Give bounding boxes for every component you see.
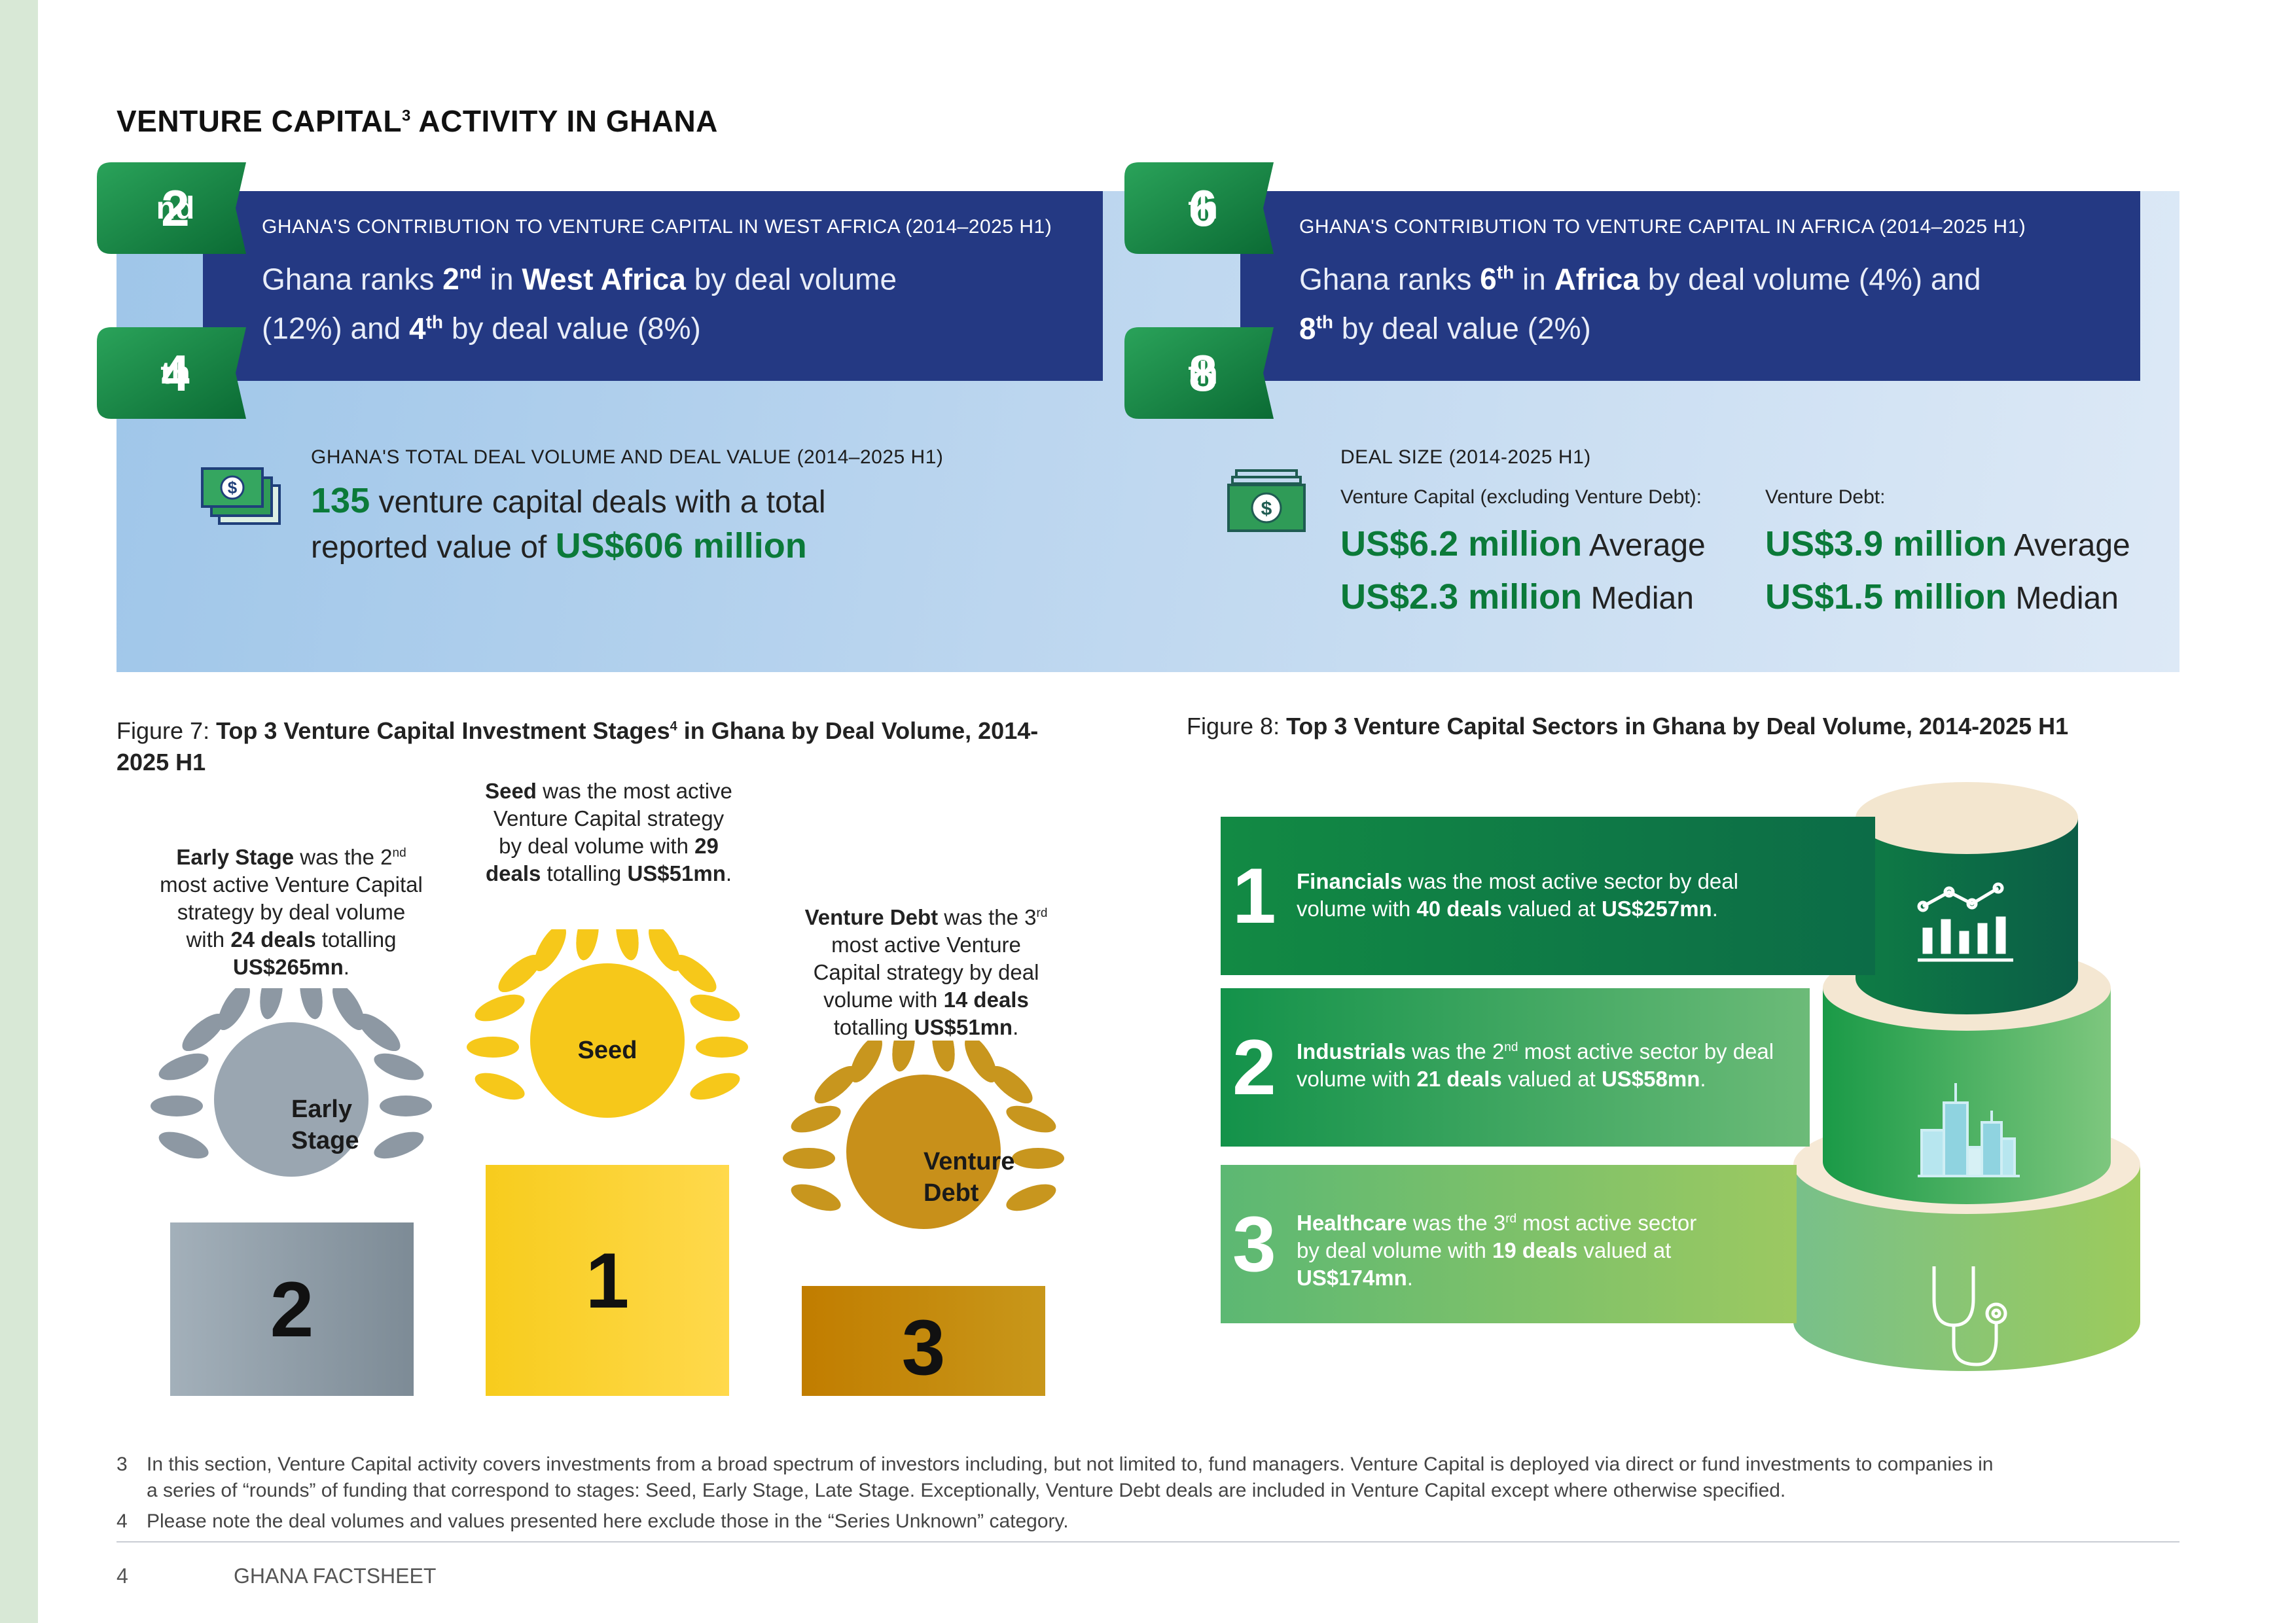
figure7-caption: Figure 7: Top 3 Venture Capital Investme… xyxy=(117,717,1039,776)
venture-debt-description: Venture Debt was the 3rd most active Ven… xyxy=(804,905,1048,1039)
svg-text:$: $ xyxy=(1261,498,1272,520)
left-margin-bar xyxy=(0,0,38,1623)
deal-size-header: DEAL SIZE (2014-2025 H1) xyxy=(1340,446,1591,468)
chart-growth-icon xyxy=(1916,880,2015,965)
vc-label: Venture Capital (excluding Venture Debt)… xyxy=(1340,486,1702,508)
page-number: 4 xyxy=(117,1564,128,1588)
seed-wreath: Seed xyxy=(461,908,753,1171)
city-buildings-icon xyxy=(1916,1077,2021,1181)
vd-deal-size: US$3.9 million Average US$1.5 million Me… xyxy=(1765,524,2130,616)
early-stage-description: Early Stage was the 2nd most active Vent… xyxy=(160,845,423,979)
sector-description: Industrials was the 2nd most active sect… xyxy=(1297,1039,1774,1091)
vc-deal-size: US$6.2 million Average US$2.3 million Me… xyxy=(1340,524,1706,616)
vd-label: Venture Debt: xyxy=(1765,486,1886,508)
money-stack-icon: $ xyxy=(200,463,285,535)
sector-band-industrials: 2 Industrials was the 2nd most active se… xyxy=(1221,988,1810,1147)
page-title: VENTURE CAPITAL3 ACTIVITY IN GHANA xyxy=(117,104,718,138)
footnote-3: 3 In this section, Venture Capital activi… xyxy=(117,1454,1994,1501)
podium-1: 1 xyxy=(486,1165,729,1396)
totals-text: 135 venture capital deals with a total r… xyxy=(311,481,826,565)
africa-text: Ghana ranks 6th in Africa by deal volume… xyxy=(1299,262,1981,346)
sector-band-healthcare: 3 Healthcare was the 3rd most active sec… xyxy=(1221,1165,1797,1323)
totals-header: GHANA'S TOTAL DEAL VOLUME AND DEAL VALUE… xyxy=(311,446,944,468)
early-stage-wreath: Early Stage xyxy=(145,967,437,1230)
west-africa-text: Ghana ranks 2nd in West Africa by deal v… xyxy=(262,262,897,346)
sector-rank: 1 xyxy=(1232,852,1276,940)
footer-divider xyxy=(117,1541,2179,1543)
west-africa-header: GHANA'S CONTRIBUTION TO VENTURE CAPITAL … xyxy=(262,216,1052,238)
west-africa-band: GHANA'S CONTRIBUTION TO VENTURE CAPITAL … xyxy=(203,191,1103,381)
stethoscope-icon xyxy=(1921,1260,2019,1371)
footer-label: GHANA FACTSHEET xyxy=(234,1564,437,1588)
podium-3: 3 xyxy=(802,1286,1045,1396)
footnote-4: 4 Please note the deal volumes and values… xyxy=(117,1510,1069,1532)
africa-header: GHANA'S CONTRIBUTION TO VENTURE CAPITAL … xyxy=(1299,216,2026,238)
svg-text:$: $ xyxy=(228,478,238,497)
sector-description: Healthcare was the 3rd most active secto… xyxy=(1297,1211,1697,1290)
podium-2: 2 xyxy=(170,1222,414,1396)
africa-band: GHANA'S CONTRIBUTION TO VENTURE CAPITAL … xyxy=(1240,191,2140,381)
laurel-bronze-icon xyxy=(783,1020,1064,1229)
sector-description: Financials was the most active sector by… xyxy=(1297,869,1738,921)
sector-rank: 2 xyxy=(1232,1024,1276,1111)
banknote-icon: $ xyxy=(1227,468,1306,533)
sector-rank: 3 xyxy=(1232,1200,1276,1288)
seed-description: Seed was the most active Venture Capital… xyxy=(485,779,732,885)
venture-debt-wreath: Venture Debt xyxy=(778,1020,1069,1283)
sector-band-financials: 1 Financials was the most active sector … xyxy=(1221,817,1875,975)
figure8-caption: Figure 8: Top 3 Venture Capital Sectors … xyxy=(1187,713,2069,740)
